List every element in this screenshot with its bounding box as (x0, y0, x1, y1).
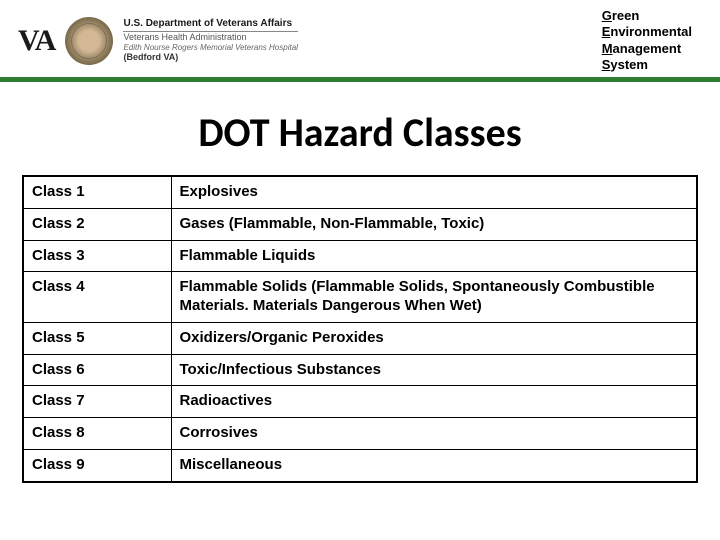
page-title: DOT Hazard Classes (0, 108, 720, 157)
table-row: Class 6Toxic/Infectious Substances (23, 354, 697, 386)
table-row: Class 8Corrosives (23, 418, 697, 450)
desc-cell: Toxic/Infectious Substances (171, 354, 697, 386)
page-header: VA U.S. Department of Veterans Affairs V… (0, 0, 720, 82)
class-cell: Class 9 (23, 449, 171, 481)
class-cell: Class 6 (23, 354, 171, 386)
dept-location: (Bedford VA) (123, 52, 297, 63)
table-row: Class 2Gases (Flammable, Non-Flammable, … (23, 208, 697, 240)
desc-cell: Explosives (171, 176, 697, 208)
class-cell: Class 2 (23, 208, 171, 240)
table-row: Class 9Miscellaneous (23, 449, 697, 481)
va-seal-icon (65, 17, 113, 65)
desc-cell: Oxidizers/Organic Peroxides (171, 322, 697, 354)
department-block: U.S. Department of Veterans Affairs Vete… (123, 18, 297, 63)
desc-cell: Gases (Flammable, Non-Flammable, Toxic) (171, 208, 697, 240)
dept-hospital: Edith Nourse Rogers Memorial Veterans Ho… (123, 43, 297, 53)
class-cell: Class 1 (23, 176, 171, 208)
header-left: VA U.S. Department of Veterans Affairs V… (18, 17, 298, 65)
class-cell: Class 5 (23, 322, 171, 354)
class-cell: Class 4 (23, 272, 171, 323)
table-row: Class 5Oxidizers/Organic Peroxides (23, 322, 697, 354)
desc-cell: Flammable Solids (Flammable Solids, Spon… (171, 272, 697, 323)
class-cell: Class 8 (23, 418, 171, 450)
dept-name: U.S. Department of Veterans Affairs (123, 18, 297, 32)
table-row: Class 1Explosives (23, 176, 697, 208)
gems-acronym: Green Environmental Management System (602, 8, 702, 73)
table-row: Class 7Radioactives (23, 386, 697, 418)
va-logo: VA (18, 24, 55, 58)
class-cell: Class 3 (23, 240, 171, 272)
class-cell: Class 7 (23, 386, 171, 418)
desc-cell: Corrosives (171, 418, 697, 450)
desc-cell: Radioactives (171, 386, 697, 418)
desc-cell: Flammable Liquids (171, 240, 697, 272)
desc-cell: Miscellaneous (171, 449, 697, 481)
hazard-classes-table: Class 1ExplosivesClass 2Gases (Flammable… (22, 175, 698, 483)
dept-subname: Veterans Health Administration (123, 32, 297, 43)
table-row: Class 3Flammable Liquids (23, 240, 697, 272)
table-row: Class 4Flammable Solids (Flammable Solid… (23, 272, 697, 323)
